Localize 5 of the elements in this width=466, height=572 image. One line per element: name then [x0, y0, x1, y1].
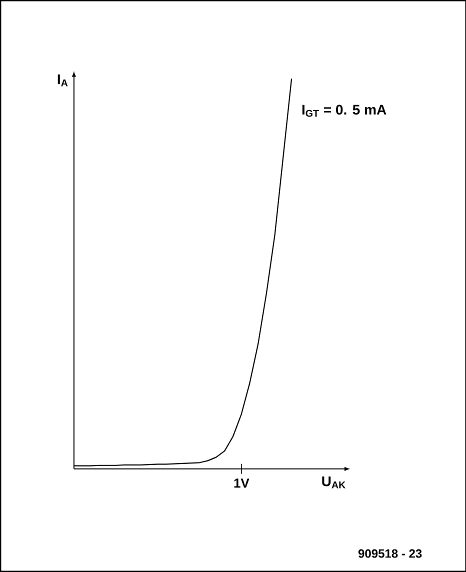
text: 909518 - 23 [358, 549, 422, 558]
y-axis-title: I$_{A}$ [58, 74, 68, 86]
x-axis-title: U$_{AK}$ [322, 476, 346, 488]
series-label: I$_{GT}$ = 0. 5 mA [302, 104, 386, 117]
text: 1V [234, 478, 250, 488]
